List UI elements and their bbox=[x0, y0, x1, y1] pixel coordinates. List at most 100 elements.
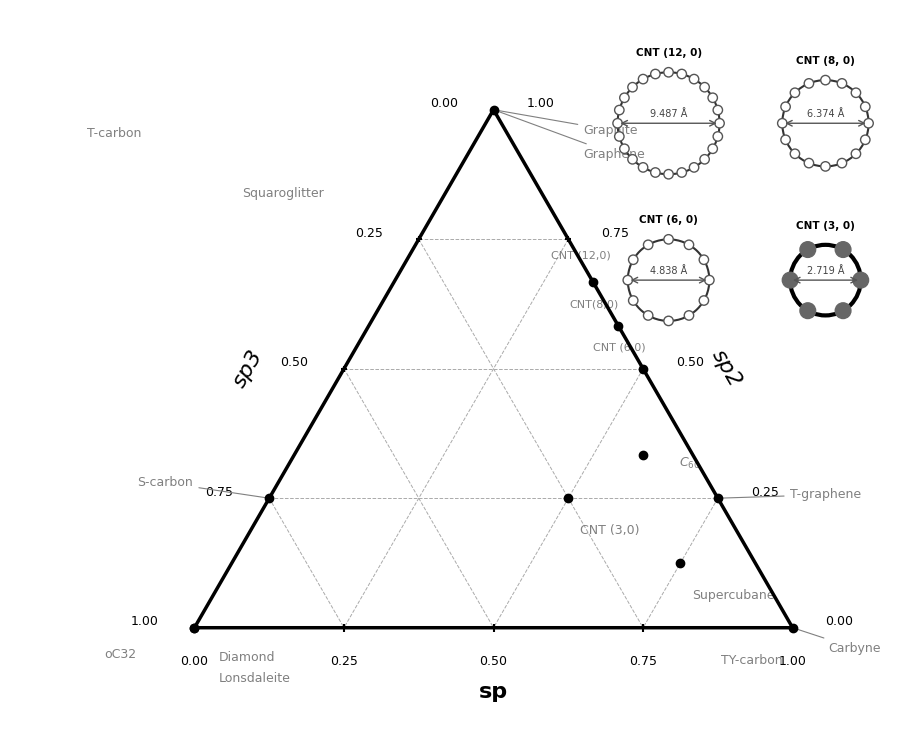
Text: 4.838 Å: 4.838 Å bbox=[650, 266, 688, 276]
Text: 0.75: 0.75 bbox=[601, 227, 629, 240]
Text: Diamond: Diamond bbox=[219, 651, 274, 663]
Circle shape bbox=[628, 155, 637, 164]
Text: 0.75: 0.75 bbox=[629, 654, 657, 668]
Circle shape bbox=[705, 276, 714, 285]
Circle shape bbox=[651, 168, 660, 177]
Circle shape bbox=[864, 119, 873, 128]
Circle shape bbox=[615, 131, 624, 141]
Text: 1.00: 1.00 bbox=[778, 654, 806, 668]
Circle shape bbox=[713, 105, 723, 115]
Circle shape bbox=[689, 75, 698, 84]
Circle shape bbox=[689, 163, 698, 172]
Circle shape bbox=[715, 119, 724, 128]
Circle shape bbox=[700, 155, 709, 164]
Text: 0.00: 0.00 bbox=[825, 616, 853, 628]
Circle shape bbox=[664, 67, 673, 77]
Circle shape bbox=[781, 102, 790, 111]
Circle shape bbox=[800, 242, 815, 258]
Circle shape bbox=[644, 240, 652, 249]
Text: 0.25: 0.25 bbox=[355, 227, 382, 240]
Text: CNT (12,0): CNT (12,0) bbox=[552, 250, 611, 260]
Text: CNT (6,0): CNT (6,0) bbox=[593, 343, 645, 353]
Text: Graphite: Graphite bbox=[496, 110, 638, 137]
Circle shape bbox=[677, 168, 687, 177]
Text: oC32: oC32 bbox=[104, 648, 137, 660]
Circle shape bbox=[628, 255, 638, 264]
Text: 2.719 Å: 2.719 Å bbox=[806, 266, 844, 276]
Text: 0.50: 0.50 bbox=[480, 654, 508, 668]
Text: CNT (6, 0): CNT (6, 0) bbox=[639, 215, 698, 226]
Text: $C_{60}$: $C_{60}$ bbox=[679, 456, 700, 471]
Text: 1.00: 1.00 bbox=[526, 97, 554, 111]
Text: 1.00: 1.00 bbox=[130, 616, 158, 628]
Circle shape bbox=[684, 240, 694, 249]
Circle shape bbox=[651, 69, 660, 78]
Circle shape bbox=[638, 163, 648, 172]
Text: Supercubane: Supercubane bbox=[692, 589, 775, 602]
Text: 0.75: 0.75 bbox=[205, 486, 233, 499]
Circle shape bbox=[677, 69, 687, 78]
Circle shape bbox=[699, 296, 708, 306]
Text: sp: sp bbox=[479, 681, 508, 701]
Circle shape bbox=[708, 93, 717, 102]
Text: 0.00: 0.00 bbox=[180, 654, 209, 668]
Text: 0.50: 0.50 bbox=[676, 356, 704, 369]
Circle shape bbox=[708, 144, 717, 153]
Circle shape bbox=[853, 273, 868, 288]
Text: S-carbon: S-carbon bbox=[138, 477, 266, 498]
Text: 0.00: 0.00 bbox=[429, 97, 457, 111]
Text: T-graphene: T-graphene bbox=[721, 489, 860, 501]
Circle shape bbox=[638, 75, 648, 84]
Circle shape bbox=[700, 82, 709, 92]
Circle shape bbox=[835, 303, 850, 318]
Circle shape bbox=[620, 93, 629, 102]
Text: CNT (3,0): CNT (3,0) bbox=[580, 524, 640, 537]
Circle shape bbox=[713, 131, 723, 141]
Circle shape bbox=[623, 276, 633, 285]
Circle shape bbox=[620, 144, 629, 153]
Circle shape bbox=[821, 75, 830, 85]
Text: CNT (8, 0): CNT (8, 0) bbox=[796, 56, 855, 66]
Circle shape bbox=[778, 119, 787, 128]
Circle shape bbox=[821, 161, 830, 171]
Circle shape bbox=[835, 242, 850, 258]
Text: Carbyne: Carbyne bbox=[796, 628, 881, 654]
Circle shape bbox=[860, 135, 870, 144]
Circle shape bbox=[699, 255, 708, 264]
Text: 9.487 Å: 9.487 Å bbox=[650, 109, 688, 120]
Text: 0.25: 0.25 bbox=[330, 654, 358, 668]
Text: TY-carbon: TY-carbon bbox=[721, 654, 782, 666]
Text: Graphene: Graphene bbox=[496, 111, 645, 161]
Circle shape bbox=[790, 149, 799, 158]
Text: CNT(8,0): CNT(8,0) bbox=[570, 300, 619, 310]
Text: CNT (3, 0): CNT (3, 0) bbox=[796, 220, 855, 231]
Circle shape bbox=[613, 119, 622, 128]
Text: sp2: sp2 bbox=[708, 347, 745, 391]
Circle shape bbox=[851, 88, 860, 97]
Text: sp3: sp3 bbox=[230, 347, 267, 391]
Circle shape bbox=[837, 78, 847, 88]
Circle shape bbox=[800, 303, 815, 318]
Text: 6.374 Å: 6.374 Å bbox=[806, 109, 844, 120]
Circle shape bbox=[837, 158, 847, 168]
Circle shape bbox=[781, 135, 790, 144]
Text: Squaroglitter: Squaroglitter bbox=[242, 187, 324, 200]
Text: Lonsdaleite: Lonsdaleite bbox=[219, 672, 291, 684]
Circle shape bbox=[860, 102, 870, 111]
Circle shape bbox=[782, 273, 798, 288]
Circle shape bbox=[664, 235, 673, 244]
Circle shape bbox=[615, 105, 624, 115]
Circle shape bbox=[790, 88, 799, 97]
Text: 0.50: 0.50 bbox=[280, 356, 308, 369]
Circle shape bbox=[628, 296, 638, 306]
Text: T-carbon: T-carbon bbox=[86, 127, 141, 140]
Circle shape bbox=[805, 78, 814, 88]
Circle shape bbox=[805, 158, 814, 168]
Circle shape bbox=[664, 316, 673, 326]
Text: CNT (12, 0): CNT (12, 0) bbox=[635, 48, 702, 58]
Circle shape bbox=[684, 311, 694, 320]
Circle shape bbox=[664, 170, 673, 179]
Circle shape bbox=[851, 149, 860, 158]
Text: 0.25: 0.25 bbox=[751, 486, 778, 499]
Circle shape bbox=[628, 82, 637, 92]
